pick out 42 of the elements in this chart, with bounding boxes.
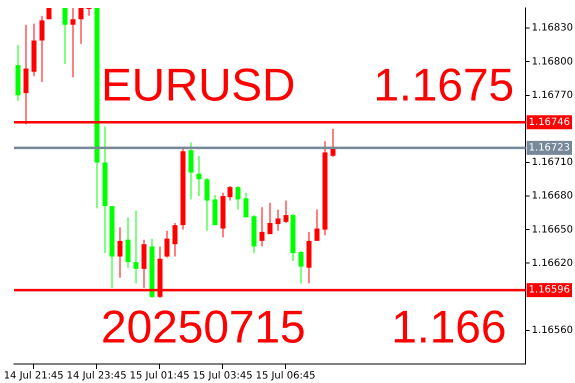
candlestick xyxy=(260,206,264,247)
candlestick xyxy=(172,222,178,258)
candlestick xyxy=(164,230,170,258)
y-tick-label: 1.16560 xyxy=(532,325,574,336)
candlestick xyxy=(196,155,202,197)
ref-line-label: 1.16723 xyxy=(528,142,570,154)
y-tick-label: 1.16830 xyxy=(532,22,574,34)
candlestick xyxy=(188,142,194,200)
annotation: EURUSD xyxy=(101,58,296,111)
candlestick xyxy=(134,210,138,284)
x-tick-label: 15 Jul 06:45 xyxy=(256,370,316,382)
y-tick-label: 1.16650 xyxy=(532,224,574,236)
candlestick xyxy=(204,178,210,232)
candlestick xyxy=(244,192,248,218)
y-tick-label: 1.16680 xyxy=(532,190,574,202)
candlestick xyxy=(70,8,76,78)
candlestick xyxy=(268,202,272,235)
candlestick xyxy=(298,250,304,284)
x-tick-label: 15 Jul 03:45 xyxy=(192,370,253,382)
candlestick xyxy=(284,200,288,224)
candlestick xyxy=(228,186,232,202)
candlestick xyxy=(118,226,122,278)
y-tick-label: 1.16800 xyxy=(532,56,574,68)
candlestick xyxy=(236,186,240,210)
y-tick-label: 1.16710 xyxy=(532,157,574,168)
ref-line-label: 1.16596 xyxy=(528,284,570,296)
candlestick xyxy=(40,15,44,82)
ref-line-label: 1.16746 xyxy=(528,116,570,128)
candlestick xyxy=(314,209,320,242)
candlestick xyxy=(126,216,130,268)
candlestick xyxy=(276,209,280,232)
annotation: 20250715 xyxy=(100,300,306,353)
annotation: 1.166 xyxy=(391,300,506,353)
y-tick-label: 1.16620 xyxy=(532,258,574,269)
x-tick-label: 15 Jul 01:45 xyxy=(130,370,190,382)
x-tick-label: 14 Jul 23:45 xyxy=(66,370,127,382)
x-tick-label: 14 Jul 21:45 xyxy=(4,370,64,382)
annotation: 1.1675 xyxy=(373,58,514,111)
candlestick xyxy=(86,8,92,16)
candlestick xyxy=(78,8,84,44)
y-tick-label: 1.16770 xyxy=(532,90,574,101)
candlestick xyxy=(62,8,68,64)
